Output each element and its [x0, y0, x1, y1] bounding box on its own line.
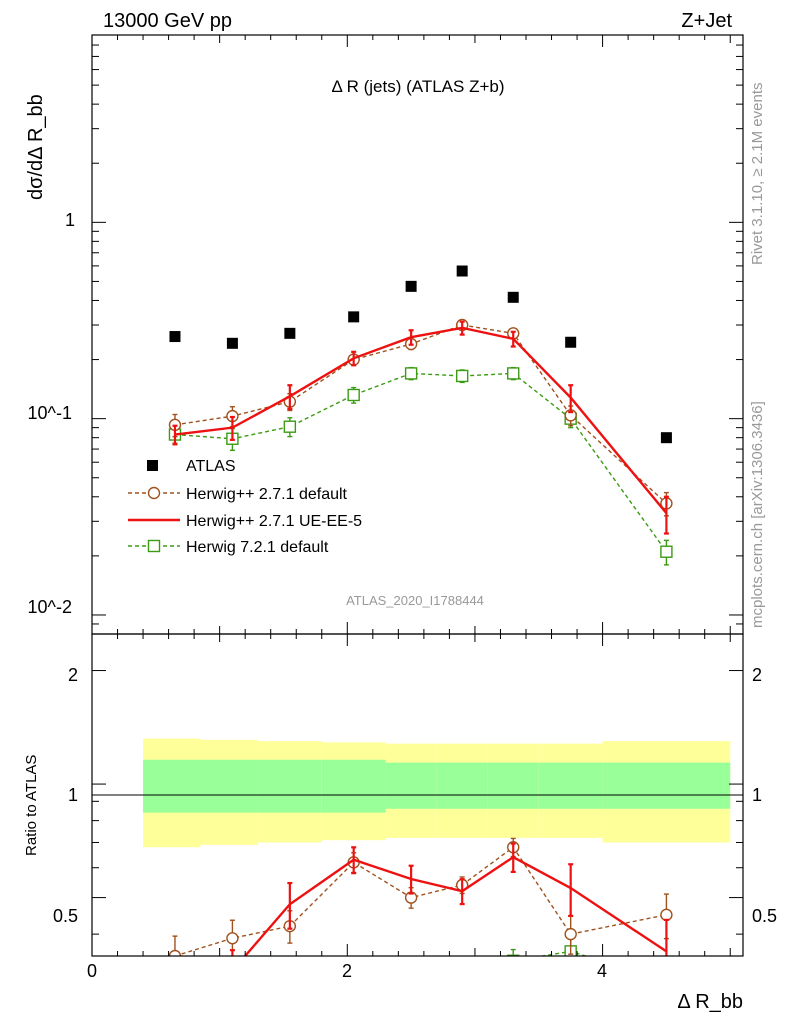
legend: ATLAS Herwig++ 2.7.1 default Herwig++ 2.…	[128, 458, 362, 556]
rivet-version-label: Rivet 3.1.10, ≥ 2.1M events	[749, 83, 766, 266]
ratio-band-inner	[436, 762, 488, 809]
herwig7-main-point	[455, 369, 469, 383]
ratio-tick-label-right: 1	[752, 785, 762, 805]
ratio-uncertainty-bands	[143, 738, 731, 848]
ratio-band-inner	[487, 762, 539, 809]
atlas-data-point	[348, 311, 360, 323]
herwig7-ratio-point	[227, 1012, 238, 1023]
ratio-band-inner	[385, 762, 437, 809]
ratio-band-inner	[602, 762, 731, 809]
atlas-data-point	[405, 280, 417, 292]
ratio-tick-label: 1	[68, 785, 78, 805]
herwig7-ratio-point	[507, 954, 520, 956]
atlas-data-point	[456, 265, 468, 277]
legend-label: ATLAS	[186, 458, 236, 475]
plot-title: Δ R (jets) (ATLAS Z+b)	[331, 77, 504, 96]
herwig7-main-point	[283, 420, 297, 433]
herwig7-main-point	[347, 388, 360, 402]
herwig7-main-point	[404, 367, 418, 380]
herwig7-ratio-point	[457, 976, 468, 987]
herwigpp-default-ratio-point	[660, 908, 673, 922]
y-tick-label: 1	[65, 210, 75, 230]
x-tick-label: 4	[597, 961, 607, 981]
herwig7-ratio-point	[661, 976, 672, 987]
herwig7-ratio-point	[284, 999, 295, 1010]
ratio-band-inner	[257, 759, 322, 813]
main-y-axis-label: dσ/dΔ R_bb	[25, 94, 47, 200]
ratio-band-inner	[200, 759, 258, 813]
legend-label: Herwig 7.2.1 default	[186, 539, 329, 556]
ratio-tick-label: 2	[68, 665, 78, 685]
herwigpp-default-ratio-point	[168, 949, 182, 956]
process-label: Z+Jet	[681, 10, 732, 32]
legend-label: Herwig++ 2.7.1 default	[186, 486, 348, 503]
y-tick-label: 10^-1	[28, 403, 72, 423]
analysis-id: ATLAS_2020_I1788444	[346, 593, 484, 608]
main-y-tick-labels: 1 10^-1 10^-2	[28, 210, 75, 617]
y-tick-label: 10^-2	[28, 597, 72, 617]
ratio-panel-series	[168, 837, 673, 1023]
atlas-data-point	[660, 432, 672, 444]
atlas-data-point	[226, 337, 238, 349]
ratio-y-axis-label: Ratio to ATLAS	[23, 755, 40, 856]
x-tick-labels: 0 2 4	[87, 961, 607, 981]
legend-marker-herwigpp-default	[147, 486, 161, 500]
atlas-data-point	[169, 331, 181, 343]
main-panel-series	[168, 265, 673, 566]
atlas-data-point	[284, 327, 296, 339]
herwig7-ratio-line	[538, 950, 588, 956]
x-tick-label: 0	[87, 961, 97, 981]
herwigpp-ueee5-ratio-line	[243, 855, 668, 956]
atlas-data-point	[507, 291, 519, 303]
ratio-band-inner	[321, 759, 386, 813]
ratio-tick-label-right: 2	[752, 665, 762, 685]
herwigpp-default-main-line	[174, 324, 667, 504]
atlas-data-point	[565, 336, 577, 348]
herwig7-main-point	[507, 367, 520, 380]
ratio-tick-label-right: 0.5	[752, 906, 777, 926]
ratio-tick-label: 0.5	[53, 906, 78, 926]
ratio-panel-frame	[91, 633, 744, 957]
axis-ticks	[91, 34, 743, 956]
legend-marker-atlas	[147, 460, 158, 471]
legend-label: Herwig++ 2.7.1 UE-EE-5	[186, 513, 362, 530]
herwig7-ratio-point	[406, 976, 417, 987]
herwigpp-default-ratio-point	[226, 932, 239, 945]
herwigpp-default-ratio-point	[564, 927, 577, 941]
ratio-band-inner	[143, 759, 201, 813]
x-tick-label: 2	[342, 961, 352, 981]
mcplots-label: mcplots.cern.ch [arXiv:1306.3436]	[749, 401, 766, 628]
x-axis-label: Δ R_bb	[677, 991, 743, 1013]
energy-label: 13000 GeV pp	[103, 10, 232, 32]
legend-marker-herwig7	[147, 539, 161, 553]
ratio-y-tick-labels: 2 1 0.5 2 1 0.5	[53, 665, 777, 926]
ratio-band-inner	[538, 762, 603, 809]
herwig7-main-point	[660, 545, 673, 558]
